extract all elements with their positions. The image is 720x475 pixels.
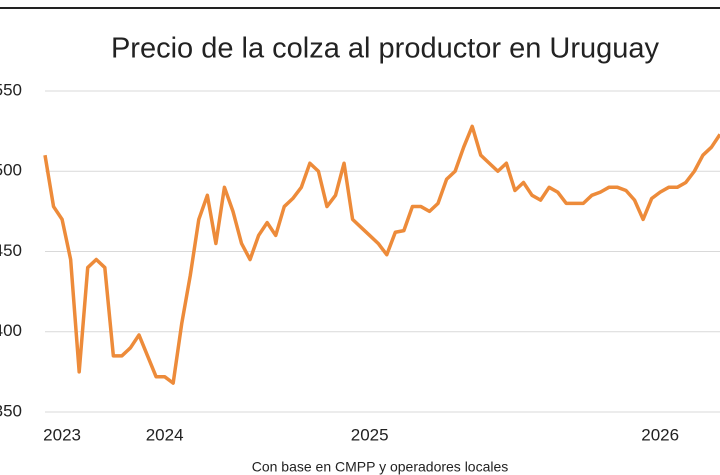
y-tick-label: 500 (0, 161, 22, 180)
x-tick-label: 2024 (146, 425, 184, 444)
x-tick-label: 2023 (43, 425, 81, 444)
footnote: Con base en CMPP y operadores locales (252, 459, 509, 475)
x-tick-label: 2026 (641, 425, 679, 444)
x-tick-label: 2025 (351, 425, 389, 444)
chart-title: Precio de la colza al productor en Urugu… (111, 33, 660, 65)
y-tick-label: 450 (0, 241, 22, 260)
y-tick-label: 400 (0, 321, 22, 340)
y-tick-label: 550 (0, 80, 22, 99)
y-tick-label: 350 (0, 401, 22, 420)
line (43, 124, 720, 385)
